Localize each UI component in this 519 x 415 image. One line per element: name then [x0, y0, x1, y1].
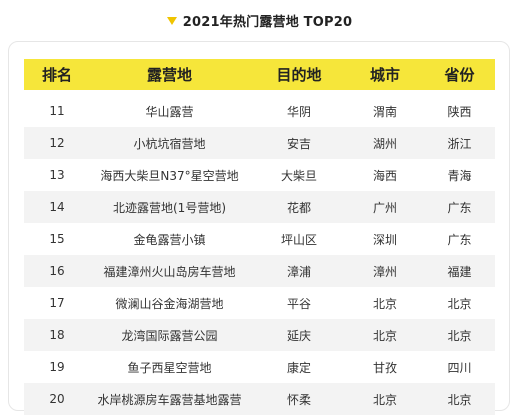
province-cell: 北京 [447, 392, 472, 407]
city-cell: 北京 [372, 328, 397, 343]
rank-cell: 14 [49, 200, 65, 214]
rank-cell: 12 [49, 136, 65, 150]
camp-cell: 北迹露营地(1号营地) [113, 200, 226, 215]
table-row: 19 鱼子西星空营地 康定 甘孜 四川 [24, 351, 495, 383]
camp-cell: 小杭坑宿营地 [133, 136, 206, 151]
destination-cell: 康定 [286, 360, 311, 375]
camp-cell: 福建漳州火山岛房车营地 [103, 264, 236, 279]
rank-cell: 18 [49, 328, 65, 342]
destination-cell: 华阴 [286, 104, 311, 119]
city-cell: 北京 [372, 296, 397, 311]
header-camp: 露营地 [146, 66, 192, 84]
province-cell: 福建 [447, 264, 472, 279]
city-cell: 湖州 [372, 136, 397, 151]
camp-cell: 微澜山谷金海湖营地 [115, 296, 224, 311]
title-bar: 2021年热门露营地 TOP20 [0, 0, 519, 40]
province-cell: 广东 [447, 232, 472, 247]
city-cell: 海西 [372, 168, 397, 183]
table-row: 16 福建漳州火山岛房车营地 漳浦 漳州 福建 [24, 255, 495, 287]
rank-cell: 13 [49, 168, 65, 182]
province-cell: 青海 [447, 168, 472, 183]
destination-cell: 坪山区 [280, 232, 317, 247]
city-cell: 广州 [372, 200, 397, 215]
table-row: 18 龙湾国际露营公园 延庆 北京 北京 [24, 319, 495, 351]
city-cell: 深圳 [372, 232, 397, 247]
table-row: 13 海西大柴旦N37°星空营地 大柴旦 海西 青海 [24, 159, 495, 191]
city-cell: 北京 [372, 392, 397, 407]
table-row: 20 水岸桃源房车露营基地露营 怀柔 北京 北京 [24, 383, 495, 415]
rank-cell: 19 [49, 360, 65, 374]
destination-cell: 漳浦 [286, 264, 311, 279]
ranking-card: 排名 露营地 目的地 城市 省份 11 华山露营 华阴 渭南 陕西 12 小杭坑… [8, 41, 510, 415]
table-row: 14 北迹露营地(1号营地) 花都 广州 广东 [24, 191, 495, 223]
rank-cell: 17 [49, 296, 65, 310]
rank-cell: 15 [49, 232, 65, 246]
table-row: 15 金龟露营小镇 坪山区 深圳 广东 [24, 223, 495, 255]
camp-cell: 水岸桃源房车露营基地露营 [97, 392, 242, 407]
city-cell: 甘孜 [372, 360, 397, 375]
table-row: 11 华山露营 华阴 渭南 陕西 [24, 95, 495, 127]
ranking-table: 排名 露营地 目的地 城市 省份 11 华山露营 华阴 渭南 陕西 12 小杭坑… [24, 59, 495, 415]
city-cell: 渭南 [372, 104, 397, 119]
triangle-down-icon [166, 17, 177, 25]
header-province: 省份 [444, 66, 475, 84]
province-cell: 陕西 [447, 104, 472, 119]
destination-cell: 安吉 [286, 136, 311, 151]
camp-cell: 金龟露营小镇 [133, 232, 206, 247]
province-cell: 广东 [447, 200, 472, 215]
rank-cell: 16 [49, 264, 65, 278]
header-rank: 排名 [41, 66, 72, 84]
city-cell: 漳州 [372, 264, 397, 279]
destination-cell: 怀柔 [286, 392, 311, 407]
header-city: 城市 [369, 66, 400, 84]
table-header: 排名 露营地 目的地 城市 省份 [24, 59, 495, 90]
province-cell: 北京 [447, 296, 472, 311]
rank-cell: 11 [49, 104, 65, 118]
camp-cell: 海西大柴旦N37°星空营地 [100, 168, 239, 183]
province-cell: 北京 [447, 328, 472, 343]
page-title: 2021年热门露营地 TOP20 [182, 14, 353, 30]
header-destination: 目的地 [276, 66, 322, 84]
destination-cell: 延庆 [286, 328, 311, 343]
destination-cell: 平谷 [286, 296, 311, 311]
camp-cell: 华山露营 [145, 104, 194, 119]
rank-cell: 20 [49, 392, 65, 406]
table-row: 17 微澜山谷金海湖营地 平谷 北京 北京 [24, 287, 495, 319]
province-cell: 四川 [447, 360, 472, 375]
province-cell: 浙江 [447, 136, 472, 151]
camp-cell: 鱼子西星空营地 [127, 360, 212, 375]
destination-cell: 花都 [286, 200, 311, 215]
camp-cell: 龙湾国际露营公园 [121, 328, 218, 343]
destination-cell: 大柴旦 [280, 168, 317, 183]
table-row: 12 小杭坑宿营地 安吉 湖州 浙江 [24, 127, 495, 159]
